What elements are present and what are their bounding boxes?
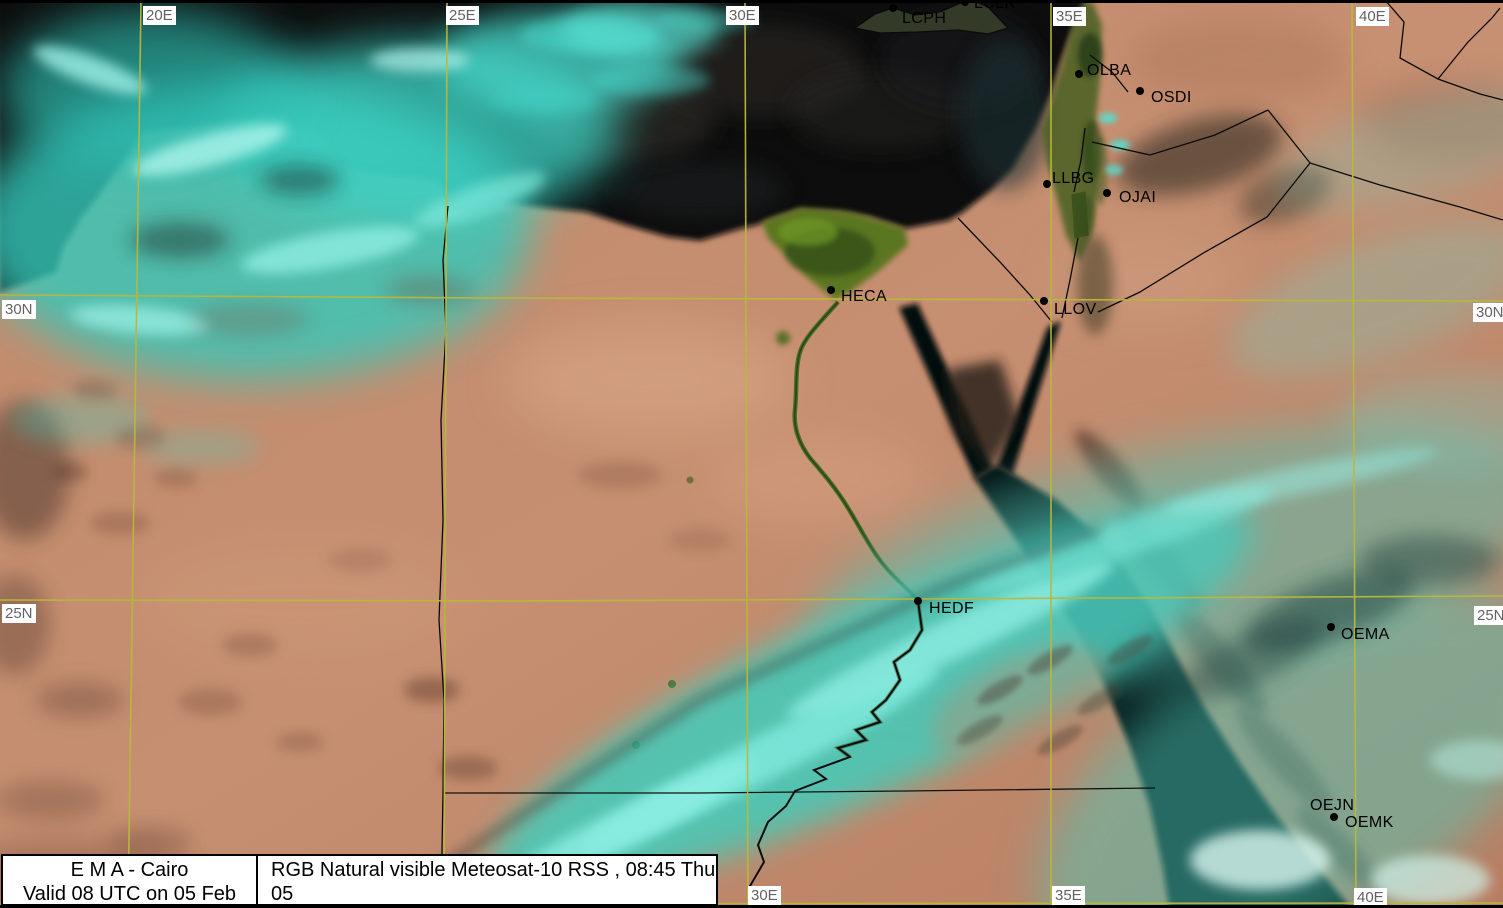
station-label: LLOV <box>1054 301 1097 318</box>
station-label: HEDF <box>929 600 975 617</box>
station-dot <box>1327 623 1335 631</box>
map-frame-top <box>0 0 1503 3</box>
border-egypt-israel <box>957 217 1053 323</box>
sinai-mountains <box>945 360 1020 470</box>
grid-label-40e-top: 40E <box>1356 7 1389 26</box>
station-dot <box>1103 189 1111 197</box>
grid-label-35e-bottom: 35E <box>1052 886 1085 905</box>
station-label: LLBG <box>1052 170 1095 187</box>
meridian-25e <box>443 0 448 908</box>
grid-label-25n-right: 25N <box>1474 606 1503 625</box>
cloud-shadow-edge <box>438 526 1102 871</box>
station-label: OEMK <box>1345 814 1394 831</box>
border-jordan-saudi-iraq <box>1097 109 1503 313</box>
product-info-box: RGB Natural visible Meteosat-10 RSS , 08… <box>256 854 718 906</box>
station-label: HECA <box>841 288 888 305</box>
grid-label-35e-top: 35E <box>1053 7 1086 26</box>
station-dot <box>1043 180 1051 188</box>
station-dot <box>1330 813 1338 821</box>
station-dot <box>1075 70 1083 78</box>
border-turkey-syria-iraq <box>1384 0 1503 101</box>
station-dot <box>1040 297 1048 305</box>
meridian-20e <box>127 0 142 908</box>
station-dot <box>961 0 969 6</box>
grid-label-25n-left: 25N <box>2 604 36 623</box>
grid-label-30n-left: 30N <box>2 300 36 319</box>
parallel-30n <box>0 294 1503 302</box>
station-dot <box>1136 87 1144 95</box>
faiyum-oasis <box>776 331 790 345</box>
country-borders <box>438 0 1503 908</box>
station-label: OEMA <box>1341 626 1390 643</box>
source-agency: E M A - Cairo <box>70 859 189 881</box>
grid-label-25e-top: 25E <box>446 6 479 25</box>
station-label: LCLK <box>974 0 1016 12</box>
border-syria-jordan <box>1091 109 1269 156</box>
grid-label-40e-bottom: 40E <box>1354 888 1387 907</box>
source-info-box: E M A - Cairo Valid 08 UTC on 05 Feb 202… <box>1 854 258 908</box>
grid-label-20e-top: 20E <box>143 6 176 25</box>
station-label: OSDI <box>1151 89 1192 106</box>
station-dot <box>914 597 922 605</box>
grid-label-30n-right: 30N <box>1473 303 1503 322</box>
nile-river-south <box>748 600 925 908</box>
station-label: LCPH <box>902 10 947 27</box>
oasis <box>686 476 694 484</box>
border-egypt-sudan <box>443 787 1156 794</box>
border-lebanon-syria <box>1089 54 1129 93</box>
station-label: OLBA <box>1087 62 1132 79</box>
station-label: OEJN <box>1310 797 1355 814</box>
border-jordan-river <box>1061 127 1086 319</box>
border-libya-egypt <box>438 205 449 908</box>
northwest-cloud-mass <box>0 0 720 465</box>
grid-label-30e-top: 30E <box>726 6 759 25</box>
oasis <box>668 680 676 688</box>
map-frame-bottom <box>0 905 1503 908</box>
meridian-30e <box>744 0 749 908</box>
station-label: OJAI <box>1119 189 1157 206</box>
station-dot <box>827 286 835 294</box>
valid-time: Valid 08 UTC on 05 Feb 2026 <box>22 883 237 908</box>
meridian-40e <box>1351 0 1357 908</box>
grid-label-30e-bottom: 30E <box>748 886 781 905</box>
vegetation <box>632 0 1108 749</box>
product-title: RGB Natural visible Meteosat-10 RSS , 08… <box>271 859 716 905</box>
station-dot <box>889 4 897 12</box>
